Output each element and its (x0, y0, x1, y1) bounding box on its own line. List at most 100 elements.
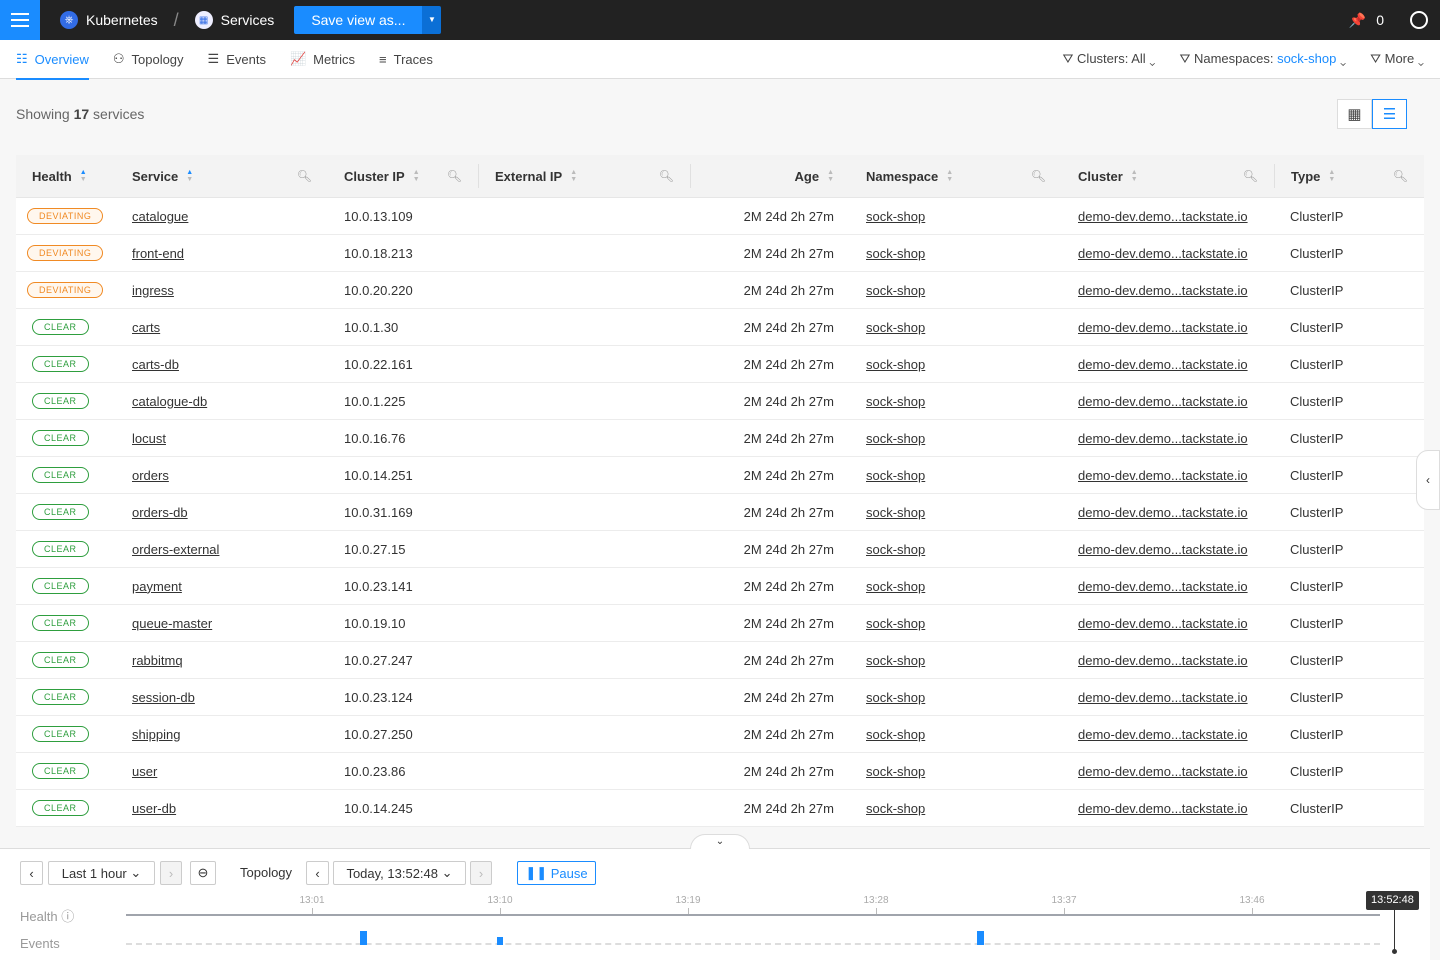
search-icon[interactable]: 🔍︎ (296, 169, 312, 183)
event-marker[interactable] (359, 931, 367, 945)
sort-icon[interactable]: ▲ ▼ (1328, 169, 1336, 183)
menu-icon[interactable] (0, 0, 40, 40)
cluster-link[interactable]: demo-dev.demo...tackstate.io (1078, 689, 1248, 705)
search-icon[interactable]: 🔍︎ (1030, 169, 1046, 183)
column-header-age[interactable]: Age ▲ ▼ (690, 164, 850, 188)
service-link[interactable]: front-end (132, 245, 185, 261)
cluster-link[interactable]: demo-dev.demo...tackstate.io (1078, 430, 1248, 446)
tab-events[interactable]: ☰ Events (208, 40, 266, 79)
list-view-icon[interactable]: ☰ (1372, 99, 1407, 129)
service-link[interactable]: shipping (132, 726, 181, 742)
cluster-link[interactable]: demo-dev.demo...tackstate.io (1078, 208, 1248, 224)
cluster-link[interactable]: demo-dev.demo...tackstate.io (1078, 763, 1248, 779)
cluster-link[interactable]: demo-dev.demo...tackstate.io (1078, 615, 1248, 631)
save-view-dropdown-icon[interactable]: ▼ (422, 6, 442, 34)
namespace-link[interactable]: sock-shop (866, 504, 926, 520)
sort-icon[interactable]: ▲ ▼ (412, 169, 420, 183)
event-marker[interactable] (497, 937, 503, 945)
sort-icon[interactable]: ▲ ▼ (79, 169, 87, 183)
namespace-link[interactable]: sock-shop (866, 282, 926, 298)
namespace-link[interactable]: sock-shop (866, 763, 926, 779)
namespace-link[interactable]: sock-shop (866, 208, 926, 224)
cluster-link[interactable]: demo-dev.demo...tackstate.io (1078, 319, 1248, 335)
save-view-button[interactable]: Save view as... (294, 6, 423, 34)
grid-view-icon[interactable]: ▦ (1337, 99, 1372, 129)
namespace-link[interactable]: sock-shop (866, 393, 926, 409)
namespace-link[interactable]: sock-shop (866, 245, 926, 261)
service-link[interactable]: catalogue (132, 208, 189, 224)
column-header-type[interactable]: Type ▲ ▼ 🔍︎ (1274, 164, 1424, 188)
service-link[interactable]: queue-master (132, 615, 213, 631)
cluster-link[interactable]: demo-dev.demo...tackstate.io (1078, 393, 1248, 409)
column-header-health[interactable]: Health ▲ ▼ (16, 155, 116, 197)
service-link[interactable]: orders-external (132, 541, 220, 557)
pause-button[interactable]: ❚❚ Pause (517, 861, 596, 885)
namespace-link[interactable]: sock-shop (866, 615, 926, 631)
namespace-link[interactable]: sock-shop (866, 689, 926, 705)
event-marker[interactable] (977, 931, 985, 945)
service-link[interactable]: user-db (132, 800, 177, 816)
zoom-out-icon[interactable]: ⊖ (190, 861, 216, 885)
time-next-button[interactable]: › (470, 861, 492, 885)
sort-icon[interactable]: ▲ ▼ (1130, 169, 1138, 183)
service-link[interactable]: carts (132, 319, 161, 335)
cluster-link[interactable]: demo-dev.demo...tackstate.io (1078, 356, 1248, 372)
cluster-link[interactable]: demo-dev.demo...tackstate.io (1078, 726, 1248, 742)
column-header-service[interactable]: Service ▲ ▼ 🔍︎ (116, 155, 328, 197)
cursor-handle[interactable] (1391, 949, 1397, 954)
pin-icon[interactable]: 📌 (1348, 11, 1367, 28)
search-icon[interactable]: 🔍︎ (446, 169, 462, 183)
service-link[interactable]: orders (132, 467, 169, 483)
namespace-link[interactable]: sock-shop (866, 578, 926, 594)
cluster-link[interactable]: demo-dev.demo...tackstate.io (1078, 652, 1248, 668)
side-panel-toggle-icon[interactable]: ‹ (1416, 450, 1440, 510)
namespaces-filter[interactable]: ⛛ Namespaces: sock-shop ⌄ (1179, 51, 1347, 66)
service-link[interactable]: catalogue-db (132, 393, 208, 409)
namespace-link[interactable]: sock-shop (866, 726, 926, 742)
service-link[interactable]: locust (132, 430, 166, 446)
namespace-link[interactable]: sock-shop (866, 467, 926, 483)
namespace-link[interactable]: sock-shop (866, 800, 926, 816)
service-link[interactable]: user (132, 763, 158, 779)
service-link[interactable]: rabbitmq (132, 652, 183, 668)
current-time-cursor[interactable] (1394, 910, 1396, 951)
sort-icon[interactable]: ▲ ▼ (570, 169, 578, 183)
service-link[interactable]: orders-db (132, 504, 188, 520)
cluster-link[interactable]: demo-dev.demo...tackstate.io (1078, 467, 1248, 483)
namespace-link[interactable]: sock-shop (866, 541, 926, 557)
column-header-namespace[interactable]: Namespace ▲ ▼ 🔍︎ (850, 155, 1062, 197)
namespace-link[interactable]: sock-shop (866, 319, 926, 335)
namespace-link[interactable]: sock-shop (866, 356, 926, 372)
search-icon[interactable]: 🔍︎ (1392, 169, 1408, 183)
collapse-timeline-icon[interactable]: ⌄ (690, 834, 750, 849)
cluster-link[interactable]: demo-dev.demo...tackstate.io (1078, 578, 1248, 594)
range-next-button[interactable]: › (160, 861, 182, 885)
sort-icon[interactable]: ▲ ▼ (946, 169, 954, 183)
service-link[interactable]: payment (132, 578, 182, 594)
column-header-external-ip[interactable]: External IP ▲ ▼ 🔍︎ (478, 164, 690, 188)
breadcrumb-kubernetes[interactable]: Kubernetes (86, 12, 158, 28)
sort-icon[interactable]: ▲ ▼ (186, 169, 194, 183)
service-link[interactable]: carts-db (132, 356, 179, 372)
tab-metrics[interactable]: 📈 Metrics (290, 40, 355, 79)
cluster-link[interactable]: demo-dev.demo...tackstate.io (1078, 800, 1248, 816)
breadcrumb-services[interactable]: Services (220, 12, 275, 28)
range-select[interactable]: Last 1 hour ⌄ (48, 861, 155, 885)
service-link[interactable]: ingress (132, 282, 174, 298)
clusters-filter[interactable]: ⛛ Clusters: All ⌄ (1062, 51, 1156, 66)
sort-icon[interactable]: ▲ ▼ (827, 169, 834, 183)
tab-overview[interactable]: ☷ Overview (16, 40, 89, 80)
namespace-link[interactable]: sock-shop (866, 430, 926, 446)
help-icon[interactable]: ⓘ (61, 909, 75, 924)
range-prev-button[interactable]: ‹ (20, 861, 43, 885)
search-icon[interactable]: 🔍︎ (1242, 169, 1258, 183)
more-filter[interactable]: ⛛ More ⌄ (1370, 51, 1424, 66)
tab-traces[interactable]: ≡ Traces (379, 40, 433, 79)
service-link[interactable]: session-db (132, 689, 195, 705)
time-prev-button[interactable]: ‹ (306, 861, 329, 885)
cluster-link[interactable]: demo-dev.demo...tackstate.io (1078, 541, 1248, 557)
cluster-link[interactable]: demo-dev.demo...tackstate.io (1078, 282, 1248, 298)
namespace-link[interactable]: sock-shop (866, 652, 926, 668)
column-header-cluster[interactable]: Cluster ▲ ▼ 🔍︎ (1062, 155, 1274, 197)
cluster-link[interactable]: demo-dev.demo...tackstate.io (1078, 245, 1248, 261)
